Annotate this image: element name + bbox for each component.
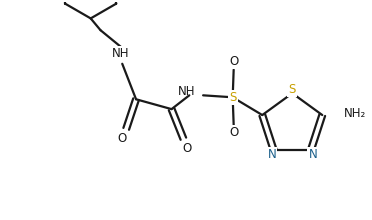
Text: N: N <box>267 148 276 161</box>
Text: S: S <box>229 91 236 104</box>
Text: N: N <box>308 148 317 161</box>
Text: NH₂: NH₂ <box>344 106 366 119</box>
Text: O: O <box>229 55 238 68</box>
Text: O: O <box>183 142 192 155</box>
Text: NH: NH <box>178 85 195 98</box>
Text: S: S <box>289 83 296 96</box>
Text: NH: NH <box>112 47 129 60</box>
Text: O: O <box>118 132 127 145</box>
Text: O: O <box>229 126 238 139</box>
